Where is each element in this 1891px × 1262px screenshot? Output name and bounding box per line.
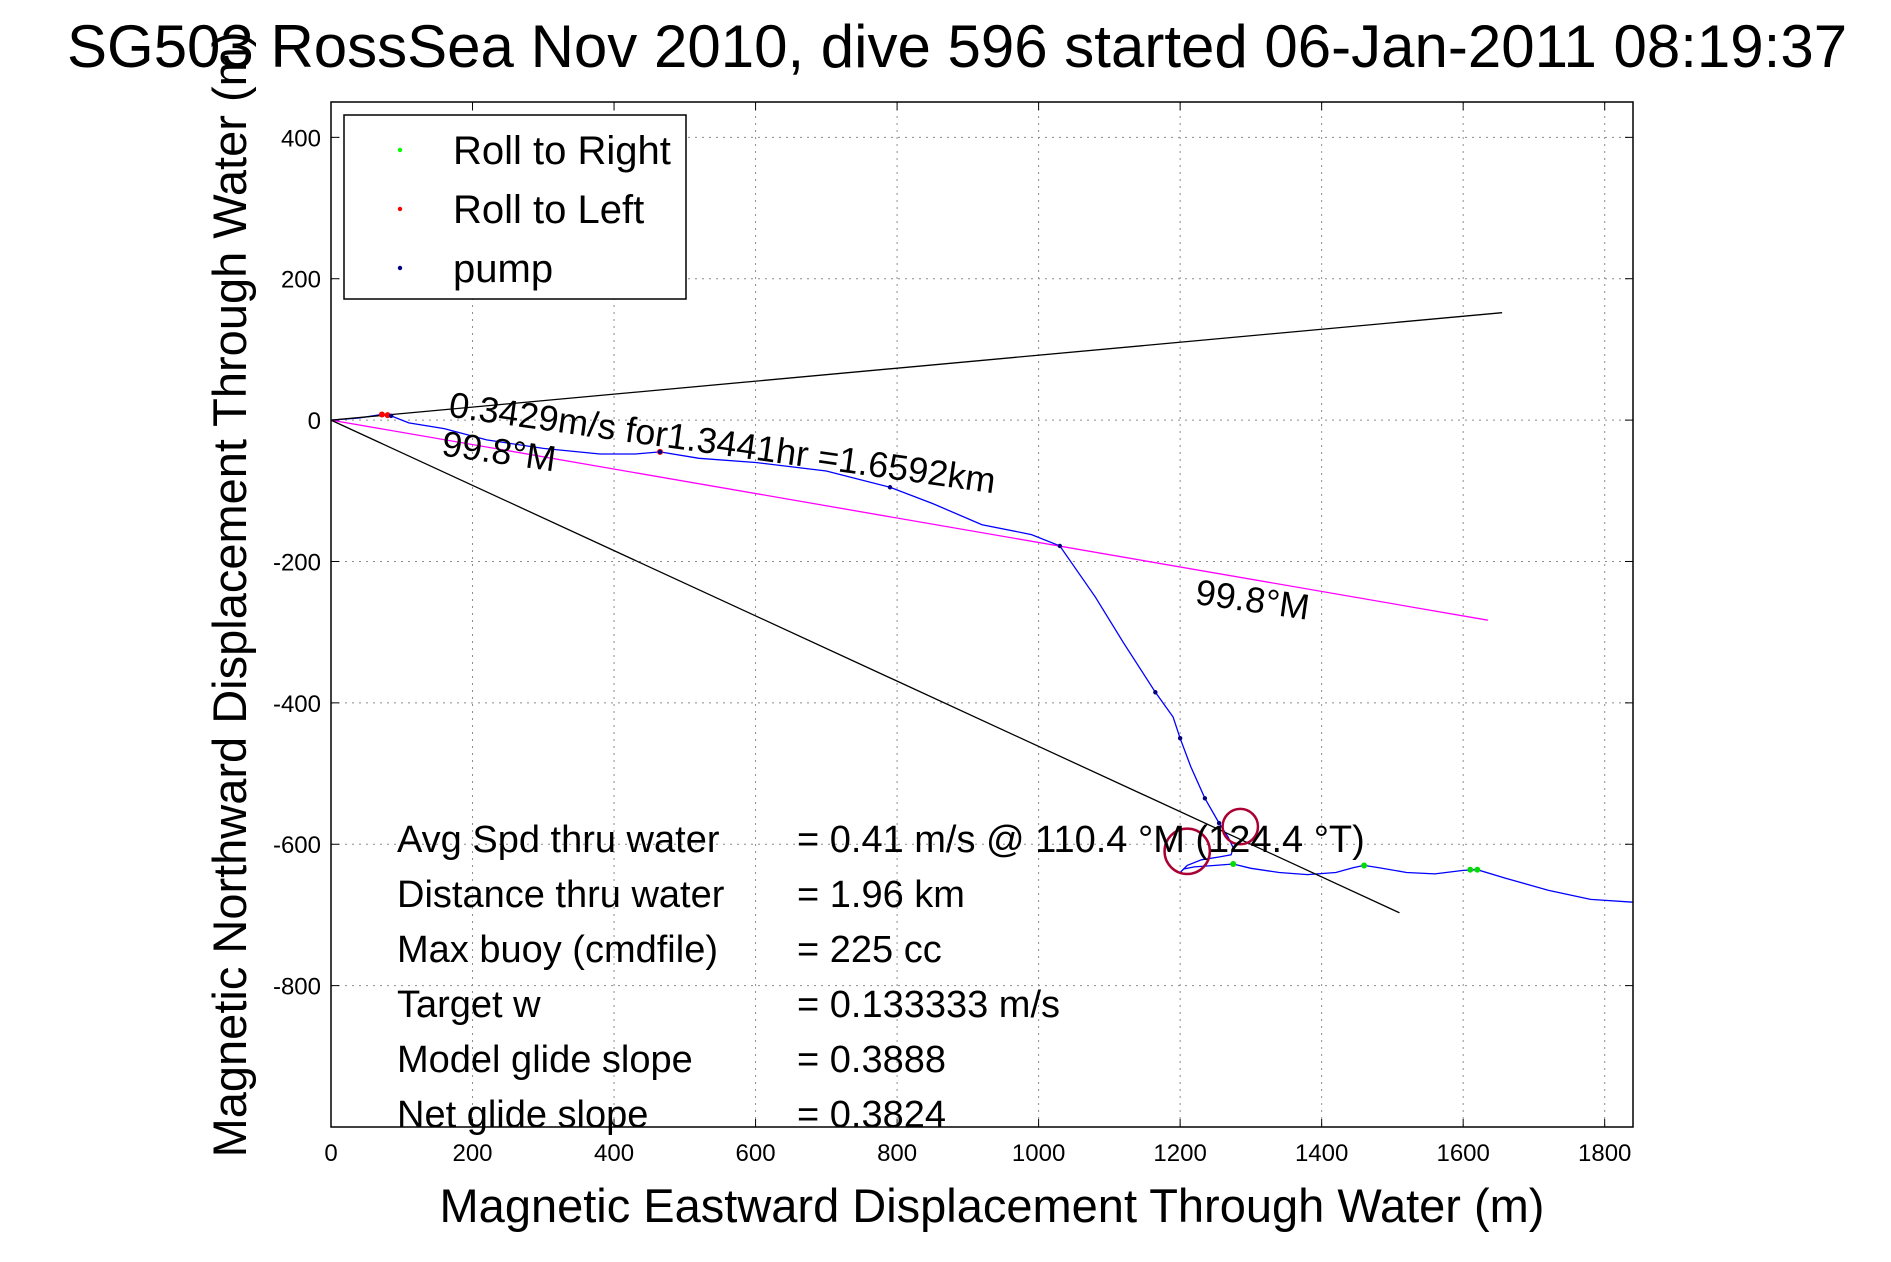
y-tick-label: 0 (308, 408, 321, 435)
x-tick-label: 1800 (1578, 1140, 1631, 1167)
stat-label: Model glide slope (397, 1039, 693, 1081)
legend-label: Roll to Right (453, 129, 671, 173)
legend-label: Roll to Left (453, 188, 644, 232)
track-annotation: 99.8°M (1193, 571, 1312, 628)
tick-labels: 0 200 400 600 800 1000 1200 1400 1600 1800 400 200 0… (273, 125, 1631, 1167)
legend-label: pump (453, 247, 553, 291)
series-line-bound-upper (330, 312, 1503, 421)
y-tick-label: 400 (281, 125, 321, 152)
marker-pump (657, 449, 663, 455)
x-tick-label: 1600 (1436, 1140, 1489, 1167)
stat-label: Net glide slope (397, 1094, 648, 1136)
legend: Roll to Right Roll to Left pump (343, 114, 687, 300)
marker-roll-right (1467, 866, 1474, 873)
y-tick-label: -800 (273, 974, 321, 1001)
x-tick-label: 1000 (1012, 1140, 1065, 1167)
legend-marker (397, 206, 403, 212)
stat-label: Max buoy (cmdfile) (397, 929, 718, 971)
x-axis-label: Magnetic Eastward Displacement Through W… (440, 1179, 1545, 1232)
loop-circle (1163, 827, 1212, 876)
marker-pump (887, 485, 893, 490)
annotations: 0.3429m/s for1.3441hr =1.6592km99.8°M99.… (440, 384, 1313, 628)
marker-pump (388, 413, 394, 419)
stat-label: Distance thru water (397, 874, 725, 916)
plot-frame (330, 101, 1634, 1128)
y-tick-label: -400 (273, 691, 321, 718)
stat-value: = 1.96 km (797, 874, 965, 916)
x-tick-label: 1400 (1295, 1140, 1348, 1167)
x-tick-label: 400 (594, 1140, 634, 1167)
stat-label: Target w (397, 984, 541, 1026)
x-tick-label: 800 (877, 1140, 917, 1167)
stat-label: Avg Spd thru water (397, 819, 720, 861)
x-tick-label: 200 (452, 1140, 492, 1167)
marker-pump (1177, 736, 1183, 741)
legend-marker (397, 147, 403, 153)
stat-value: = 0.3888 (797, 1039, 946, 1081)
y-tick-label: -600 (273, 832, 321, 859)
marker-roll-left (378, 411, 385, 418)
loop-circle (1221, 807, 1260, 846)
marker-pump (1153, 690, 1158, 695)
series-line-heading (330, 419, 1489, 621)
y-tick-label: -200 (273, 549, 321, 576)
stat-value: = 0.41 m/s @ 110.4 °M (124.4 °T) (797, 819, 1365, 861)
chart-title: SG503 RossSea Nov 2010, dive 596 started… (67, 13, 1847, 80)
x-tick-label: 0 (324, 1140, 337, 1167)
marker-roll-right (1230, 861, 1237, 868)
series-line-bound-lower (330, 419, 1400, 914)
stats-block: Avg Spd thru water = 0.41 m/s @ 110.4 °M … (397, 819, 1365, 1136)
legend-box (343, 114, 687, 300)
marker-pump (1057, 543, 1063, 549)
y-tick-label: 200 (281, 267, 321, 294)
stat-value: = 0.3824 (797, 1094, 946, 1136)
marker-pump (1202, 796, 1208, 801)
stat-value: = 0.133333 m/s (797, 984, 1060, 1026)
y-axis-label: Magnetic Northward Displacement Through … (203, 32, 256, 1158)
stat-value: = 225 cc (797, 929, 942, 971)
marker-pump (1216, 820, 1222, 826)
legend-marker (397, 265, 403, 271)
marker-roll-right (1474, 866, 1481, 873)
series-markers (378, 411, 1481, 873)
x-tick-label: 1200 (1153, 1140, 1206, 1167)
marker-roll-right (1361, 862, 1368, 869)
x-tick-label: 600 (736, 1140, 776, 1167)
